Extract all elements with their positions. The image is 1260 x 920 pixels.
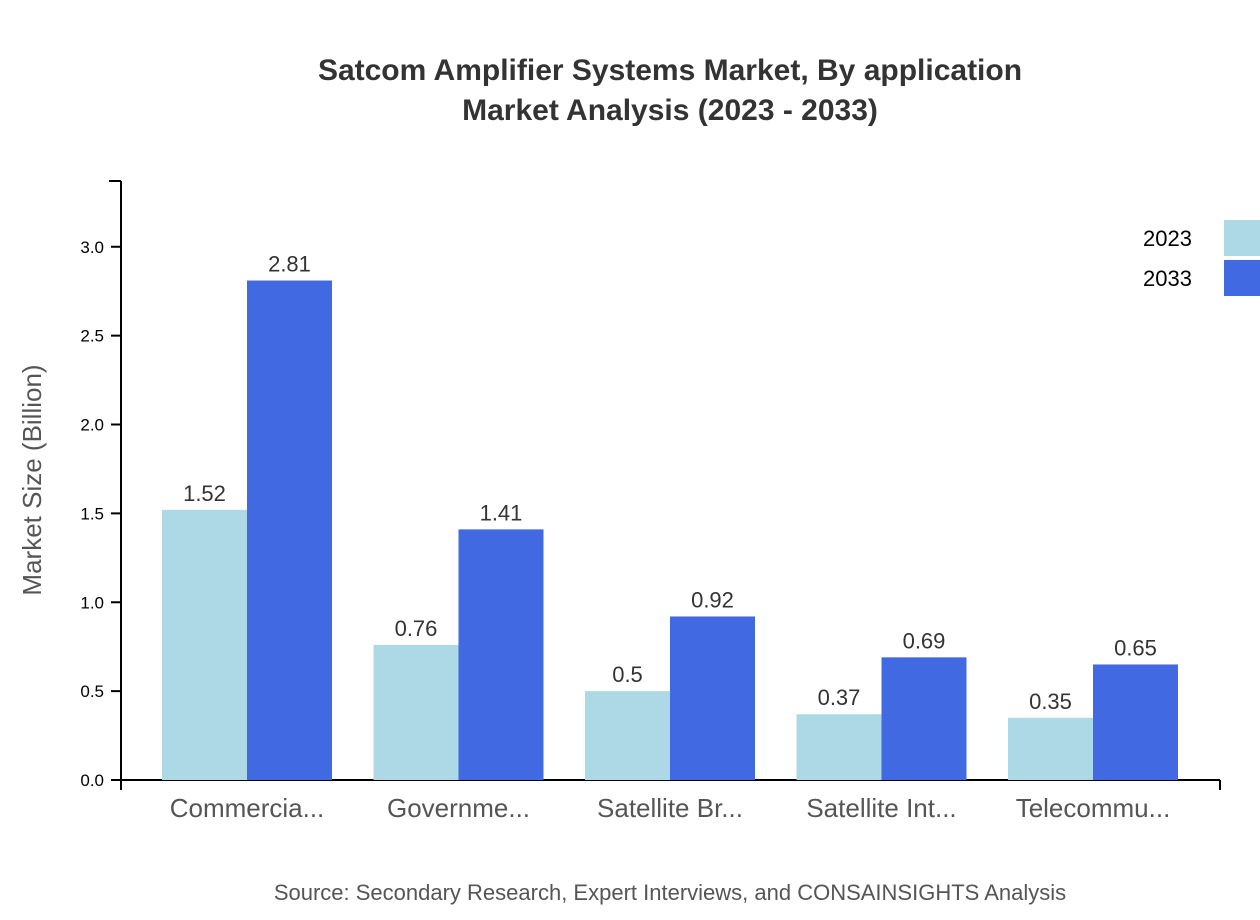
- bar-2033: [1093, 664, 1178, 780]
- bar-2033: [881, 657, 967, 780]
- data-label: 0.35: [1029, 689, 1072, 714]
- data-label: 0.5: [612, 662, 643, 687]
- bar-2033: [247, 280, 332, 780]
- data-label: 0.69: [903, 628, 946, 653]
- bar-2023: [1008, 717, 1093, 780]
- bar-2023: [585, 691, 670, 780]
- x-tick-label: Telecommu...: [1016, 793, 1171, 823]
- data-label: 2.81: [268, 252, 311, 277]
- legend-label: 2023: [1143, 226, 1192, 251]
- source-note: Source: Secondary Research, Expert Inter…: [274, 880, 1066, 905]
- bar-2033: [458, 529, 544, 780]
- y-tick-label: 2.5: [80, 327, 104, 346]
- y-tick-label: 1.0: [80, 593, 104, 612]
- y-tick-label: 2.0: [80, 416, 104, 435]
- legend-swatch-2033: [1224, 260, 1260, 296]
- data-label: 0.37: [818, 685, 861, 710]
- data-label: 0.92: [691, 587, 734, 612]
- x-tick-label: Governme...: [387, 793, 530, 823]
- bar-2023: [796, 714, 882, 780]
- data-label: 0.65: [1114, 635, 1157, 660]
- legend-swatch-2023: [1224, 220, 1260, 256]
- x-tick-label: Satellite Br...: [597, 793, 743, 823]
- y-tick-label: 1.5: [80, 504, 104, 523]
- chart-title: Satcom Amplifier Systems Market, By appl…: [318, 54, 1022, 87]
- y-axis-label: Market Size (Billion): [17, 364, 47, 595]
- x-tick-label: Satellite Int...: [806, 793, 956, 823]
- bar-2023: [373, 644, 459, 780]
- bar-2033: [670, 616, 755, 780]
- chart-subtitle: Market Analysis (2023 - 2033): [462, 94, 878, 127]
- x-tick-label: Commercia...: [170, 793, 325, 823]
- legend-label: 2033: [1143, 266, 1192, 291]
- y-tick-label: 3.0: [80, 238, 104, 257]
- data-label: 1.41: [480, 500, 523, 525]
- bar-2023: [162, 509, 247, 780]
- data-label: 1.52: [183, 481, 226, 506]
- y-tick-label: 0.0: [80, 771, 104, 790]
- y-tick-label: 0.5: [80, 682, 104, 701]
- data-label: 0.76: [395, 616, 438, 641]
